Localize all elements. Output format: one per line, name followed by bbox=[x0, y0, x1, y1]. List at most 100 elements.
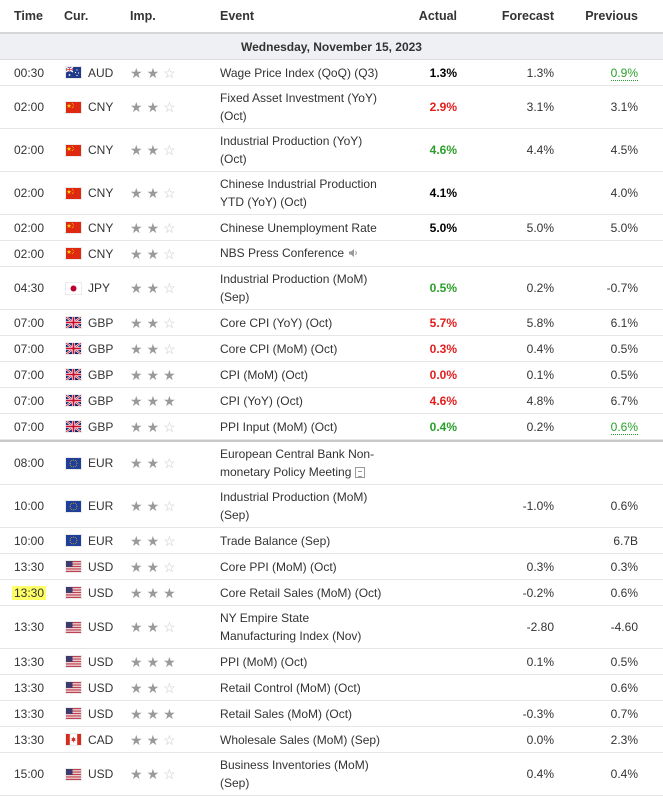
event-name-text[interactable]: Industrial Production (MoM) (Sep) bbox=[220, 272, 368, 304]
table-row[interactable]: 07:00 GBP ★ ★ ☆ PPI Input (MoM) (Oct) 0.4% 0.2%… bbox=[0, 414, 663, 440]
event-name-text[interactable]: Retail Control (MoM) (Oct) bbox=[220, 680, 361, 695]
event-name-text[interactable]: Business Inventories (MoM) (Sep) bbox=[220, 758, 369, 790]
currency-code: EUR bbox=[88, 456, 114, 470]
event-name-text[interactable]: NBS Press Conference bbox=[220, 246, 345, 261]
table-row[interactable]: 13:30 CAD ★ ★ ☆ Wholesale Sales (MoM) (Sep) 0.… bbox=[0, 727, 663, 753]
table-row[interactable]: 07:00 GBP ★ ★ ★ CPI (MoM) (Oct) 0.0% 0.1% 0.5% bbox=[0, 362, 663, 388]
previous-value-text: 6.7% bbox=[610, 393, 638, 408]
event-time-text: 02:00 bbox=[14, 143, 45, 157]
table-row[interactable]: 00:30 AUD ★ ★ ☆ Wage Price Index (QoQ) (Q3) 1.… bbox=[0, 60, 663, 86]
star-filled-icon: ★ bbox=[146, 532, 160, 549]
event-time: 13:30 bbox=[0, 620, 64, 634]
event-name[interactable]: Fixed Asset Investment (YoY) (Oct) bbox=[220, 89, 385, 125]
table-row[interactable]: 10:00 EUR ★ ★ ☆ Industrial Production (MoM) (… bbox=[0, 485, 663, 528]
table-row[interactable]: 13:30 USD ★ ★ ☆ NY Empire State Manufacturing… bbox=[0, 606, 663, 649]
event-name-text[interactable]: CPI (MoM) (Oct) bbox=[220, 367, 308, 382]
header-currency[interactable]: Cur. bbox=[64, 9, 89, 23]
event-name[interactable]: Wage Price Index (QoQ) (Q3) bbox=[220, 64, 385, 82]
event-name-text[interactable]: Wholesale Sales (MoM) (Sep) bbox=[220, 732, 381, 747]
event-name[interactable]: Retail Sales (MoM) (Oct) bbox=[220, 705, 385, 723]
event-name-text[interactable]: European Central Bank Non-monetary Polic… bbox=[220, 447, 375, 479]
header-previous[interactable]: Previous bbox=[585, 9, 638, 23]
table-row[interactable]: 02:00 CNY ★ ★ ☆ Industrial Production (YoY) (… bbox=[0, 129, 663, 172]
table-row[interactable]: 13:30 USD ★ ★ ★ PPI (MoM) (Oct) 0.1% 0.5% bbox=[0, 649, 663, 675]
event-name[interactable]: CPI (MoM) (Oct) bbox=[220, 366, 385, 384]
table-row[interactable]: 13:30 USD ★ ★ ☆ Core PPI (MoM) (Oct) 0.3% 0.3% bbox=[0, 554, 663, 580]
event-name[interactable]: PPI Input (MoM) (Oct) bbox=[220, 418, 385, 436]
event-currency: EUR bbox=[64, 499, 130, 513]
event-name-text[interactable]: Core CPI (MoM) (Oct) bbox=[220, 341, 338, 356]
table-row[interactable]: 15:00 USD ★ ★ ☆ Business Inventories (MoM) (S… bbox=[0, 753, 663, 796]
event-name-text[interactable]: Wage Price Index (QoQ) (Q3) bbox=[220, 65, 379, 80]
event-name-text[interactable]: CPI (YoY) (Oct) bbox=[220, 393, 303, 408]
table-row[interactable]: 08:00 EUR ★ ★ ☆ European Central Bank Non-mon… bbox=[0, 440, 663, 485]
previous-value[interactable]: 0.9% bbox=[554, 65, 638, 81]
event-name-text[interactable]: Chinese Industrial Production YTD (YoY) … bbox=[220, 177, 377, 209]
event-name[interactable]: CPI (YoY) (Oct) bbox=[220, 392, 385, 410]
star-filled-icon: ★ bbox=[146, 731, 160, 748]
us-flag-icon bbox=[66, 587, 81, 598]
table-row[interactable]: 02:00 CNY ★ ★ ☆ Chinese Industrial Production… bbox=[0, 172, 663, 215]
event-name[interactable]: Business Inventories (MoM) (Sep) bbox=[220, 756, 385, 792]
star-empty-icon: ☆ bbox=[163, 185, 176, 201]
event-name[interactable]: European Central Bank Non-monetary Polic… bbox=[220, 445, 385, 481]
table-row[interactable]: 02:00 CNY ★ ★ ☆ NBS Press Conference bbox=[0, 241, 663, 267]
event-time: 02:00 bbox=[0, 143, 64, 157]
event-name[interactable]: PPI (MoM) (Oct) bbox=[220, 653, 385, 671]
previous-value-text[interactable]: 0.9% bbox=[610, 65, 638, 81]
event-name[interactable]: Chinese Industrial Production YTD (YoY) … bbox=[220, 175, 385, 211]
event-name-text[interactable]: Retail Sales (MoM) (Oct) bbox=[220, 706, 353, 721]
previous-value[interactable]: 0.6% bbox=[554, 419, 638, 435]
table-row[interactable]: 13:30 USD ★ ★ ☆ Retail Control (MoM) (Oct) 0.6… bbox=[0, 675, 663, 701]
previous-value-text[interactable]: 0.6% bbox=[610, 419, 638, 435]
event-currency: CNY bbox=[64, 186, 130, 200]
event-name-text[interactable]: PPI Input (MoM) (Oct) bbox=[220, 419, 338, 434]
header-forecast[interactable]: Forecast bbox=[501, 9, 554, 23]
event-name[interactable]: Trade Balance (Sep) bbox=[220, 532, 385, 550]
event-name-text[interactable]: Core PPI (MoM) (Oct) bbox=[220, 559, 337, 574]
event-name-text[interactable]: PPI (MoM) (Oct) bbox=[220, 654, 308, 669]
event-name[interactable]: Core CPI (MoM) (Oct) bbox=[220, 340, 385, 358]
event-currency: GBP bbox=[64, 394, 130, 408]
event-name[interactable]: Industrial Production (MoM) (Sep) bbox=[220, 488, 385, 524]
table-row[interactable]: 07:00 GBP ★ ★ ★ CPI (YoY) (Oct) 4.6% 4.8% 6.7% bbox=[0, 388, 663, 414]
table-row[interactable]: 02:00 CNY ★ ★ ☆ Chinese Unemployment Rate 5.0%… bbox=[0, 215, 663, 241]
event-currency: USD bbox=[64, 655, 130, 669]
event-name[interactable]: NBS Press Conference bbox=[220, 244, 385, 263]
event-name-text[interactable]: Trade Balance (Sep) bbox=[220, 533, 331, 548]
header-time[interactable]: Time bbox=[14, 9, 43, 23]
table-row[interactable]: 07:00 GBP ★ ★ ☆ Core CPI (YoY) (Oct) 5.7% 5.8% 6… bbox=[0, 310, 663, 336]
event-name-text[interactable]: Core CPI (YoY) (Oct) bbox=[220, 315, 333, 330]
event-name-text[interactable]: Chinese Unemployment Rate bbox=[220, 220, 377, 235]
event-name-text[interactable]: Core Retail Sales (MoM) (Oct) bbox=[220, 585, 382, 600]
star-empty-icon: ☆ bbox=[163, 245, 176, 262]
event-name-text[interactable]: Industrial Production (MoM) (Sep) bbox=[220, 490, 368, 522]
event-name-text[interactable]: NY Empire State Manufacturing Index (Nov… bbox=[220, 611, 362, 643]
table-row[interactable]: 10:00 EUR ★ ★ ☆ Trade Balance (Sep) 6.7B bbox=[0, 528, 663, 554]
previous-value: 0.6% bbox=[554, 586, 638, 600]
table-row[interactable]: 13:30 USD ★ ★ ★ Retail Sales (MoM) (Oct) -0.3%… bbox=[0, 701, 663, 727]
table-row[interactable]: 07:00 GBP ★ ★ ☆ Core CPI (MoM) (Oct) 0.3% 0.4% 0… bbox=[0, 336, 663, 362]
importance-stars: ★ ★ ☆ bbox=[130, 560, 220, 574]
event-name[interactable]: Industrial Production (YoY) (Oct) bbox=[220, 132, 385, 168]
table-row[interactable]: 02:00 CNY ★ ★ ☆ Fixed Asset Investment (YoY) … bbox=[0, 86, 663, 129]
header-event[interactable]: Event bbox=[220, 9, 255, 23]
event-name-text[interactable]: Fixed Asset Investment (YoY) (Oct) bbox=[220, 91, 377, 123]
table-row[interactable]: 04:30 JPY ★ ★ ☆ Industrial Production (MoM) (… bbox=[0, 267, 663, 310]
event-name[interactable]: Core Retail Sales (MoM) (Oct) bbox=[220, 584, 385, 602]
event-name[interactable]: Chinese Unemployment Rate bbox=[220, 219, 385, 237]
header-importance[interactable]: Imp. bbox=[130, 9, 156, 23]
event-name[interactable]: Wholesale Sales (MoM) (Sep) bbox=[220, 731, 385, 749]
event-time-text: 07:00 bbox=[14, 315, 45, 330]
header-actual[interactable]: Actual bbox=[418, 9, 457, 23]
event-name[interactable]: Industrial Production (MoM) (Sep) bbox=[220, 270, 385, 306]
table-row[interactable]: 13:30 USD ★ ★ ★ Core Retail Sales (MoM) (Oct)… bbox=[0, 580, 663, 606]
event-name[interactable]: NY Empire State Manufacturing Index (Nov… bbox=[220, 609, 385, 645]
event-name-text[interactable]: Industrial Production (YoY) (Oct) bbox=[220, 134, 363, 166]
star-filled-icon: ★ bbox=[130, 340, 143, 357]
event-name[interactable]: Core PPI (MoM) (Oct) bbox=[220, 558, 385, 576]
previous-value-text: -0.7% bbox=[606, 281, 638, 295]
event-name[interactable]: Core CPI (YoY) (Oct) bbox=[220, 314, 385, 332]
actual-value: 4.6% bbox=[385, 143, 457, 157]
event-name[interactable]: Retail Control (MoM) (Oct) bbox=[220, 679, 385, 697]
